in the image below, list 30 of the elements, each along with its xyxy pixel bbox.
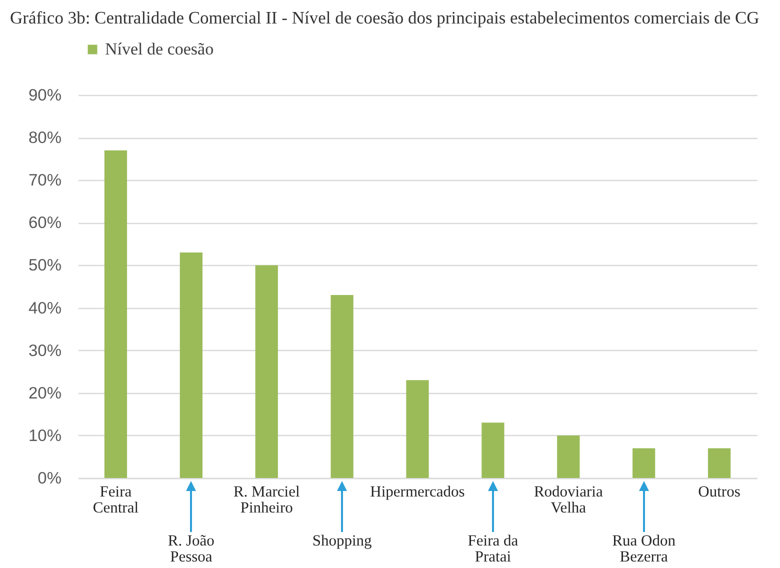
bar: [104, 150, 128, 478]
y-tick-label: 0%: [38, 470, 62, 488]
y-tick-label: 90%: [28, 86, 62, 104]
x-tick-label: Hipermercados: [370, 484, 465, 500]
bar: [406, 380, 429, 478]
bar: [180, 252, 202, 478]
x-tick-label: Shopping: [312, 532, 372, 550]
y-tick-label: 30%: [28, 342, 62, 360]
bar: [557, 435, 580, 478]
y-tick-label: 10%: [28, 426, 62, 445]
x-tick-label: Feira Central: [92, 484, 139, 516]
chart-title: Gráfico 3b: Centralidade Comercial II - Nível de coesão dos principais estabelecimentos comerciais de CG: [10, 8, 760, 28]
bar: [255, 265, 278, 478]
x-tick-label: R. Marciel Pinheiro: [233, 484, 300, 516]
legend-label: Nível de coesão: [105, 40, 214, 58]
bar: [708, 448, 731, 478]
x-tick-label: Rodoviaria Velha: [534, 484, 603, 516]
x-tick-label: R. João Pessoa: [168, 532, 215, 566]
x-tick-label: Feira da Pratai: [468, 532, 518, 566]
y-tick-label: 50%: [28, 256, 62, 275]
y-tick-label: 20%: [28, 384, 62, 402]
y-tick-label: 60%: [28, 214, 62, 232]
y-tick-label: 70%: [28, 172, 62, 190]
y-tick-label: 40%: [28, 299, 62, 318]
bar: [632, 448, 656, 478]
x-tick-label: Rua Odon Bezerra: [612, 532, 676, 566]
bar: [482, 422, 504, 478]
y-tick-label: 80%: [28, 129, 62, 148]
bar: [330, 295, 354, 478]
x-tick-label: Outros: [698, 484, 740, 500]
